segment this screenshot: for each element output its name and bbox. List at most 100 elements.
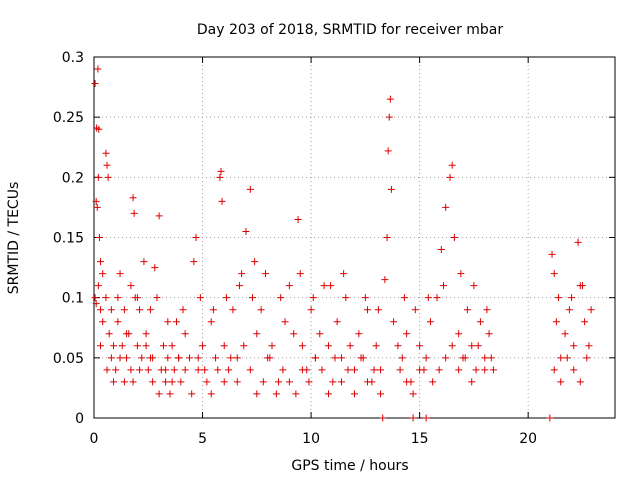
- data-point: [253, 330, 261, 338]
- data-point: [426, 318, 434, 326]
- data-point: [351, 366, 358, 374]
- data-point: [277, 294, 285, 302]
- data-point: [129, 378, 137, 386]
- data-point: [186, 354, 194, 362]
- data-point: [149, 354, 157, 362]
- data-point: [364, 306, 372, 314]
- data-point: [217, 167, 225, 175]
- data-point: [201, 366, 209, 374]
- data-point: [279, 366, 287, 374]
- data-point: [97, 342, 105, 350]
- data-point: [142, 330, 150, 338]
- data-point: [446, 173, 454, 181]
- data-point: [470, 282, 478, 290]
- data-point: [285, 282, 293, 290]
- data-point: [307, 306, 315, 314]
- data-point: [127, 282, 135, 290]
- data-point: [97, 306, 105, 314]
- data-point: [133, 294, 141, 302]
- data-point: [398, 354, 406, 362]
- data-point: [209, 306, 217, 314]
- data-point: [472, 366, 480, 374]
- data-point: [377, 390, 385, 398]
- data-point: [199, 342, 207, 350]
- data-point: [166, 390, 174, 398]
- x-axis-label: GPS time / hours: [291, 458, 408, 474]
- x-tick-label: 5: [198, 431, 207, 447]
- data-point: [327, 282, 335, 290]
- data-point: [337, 354, 345, 362]
- data-point: [340, 270, 348, 278]
- data-point: [136, 366, 144, 374]
- data-point: [442, 203, 450, 211]
- data-point: [296, 270, 304, 278]
- data-point: [442, 354, 450, 362]
- chart-title: Day 203 of 2018, SRMTID for receiver mba…: [197, 22, 504, 38]
- data-point: [151, 264, 159, 272]
- data-point: [93, 203, 101, 211]
- data-point: [455, 366, 463, 374]
- data-point: [437, 246, 445, 254]
- data-point: [120, 306, 128, 314]
- data-point: [587, 306, 595, 314]
- data-point: [146, 306, 154, 314]
- data-point: [576, 378, 584, 386]
- data-point: [468, 378, 476, 386]
- grid-lines: [94, 57, 615, 418]
- data-point: [94, 173, 102, 181]
- data-point: [337, 378, 345, 386]
- y-tick-label: 0.15: [53, 231, 84, 247]
- data-point: [483, 306, 491, 314]
- data-point: [329, 378, 337, 386]
- data-point: [403, 330, 411, 338]
- data-point: [570, 366, 578, 374]
- data-point: [238, 270, 246, 278]
- data-point: [127, 366, 135, 374]
- data-point: [390, 318, 398, 326]
- data-point: [235, 282, 243, 290]
- data-point: [457, 270, 465, 278]
- data-point: [474, 342, 482, 350]
- data-point: [107, 354, 115, 362]
- data-point: [170, 366, 178, 374]
- data-point: [387, 185, 395, 193]
- data-point: [563, 354, 571, 362]
- data-point: [581, 318, 589, 326]
- data-points: [91, 65, 595, 422]
- data-point: [168, 378, 176, 386]
- data-point: [97, 258, 105, 266]
- data-point: [481, 366, 489, 374]
- data-point: [342, 294, 350, 302]
- data-point: [225, 366, 233, 374]
- data-point: [381, 276, 389, 284]
- data-point: [246, 185, 254, 193]
- data-point: [181, 330, 189, 338]
- data-point: [305, 378, 313, 386]
- data-point: [155, 390, 163, 398]
- data-point: [94, 65, 102, 73]
- data-point: [190, 258, 198, 266]
- data-point: [203, 378, 211, 386]
- data-point: [142, 342, 150, 350]
- data-point: [294, 215, 302, 223]
- data-point: [181, 366, 189, 374]
- data-point: [220, 342, 228, 350]
- data-point: [285, 378, 293, 386]
- data-point: [261, 270, 269, 278]
- data-point: [251, 258, 259, 266]
- data-point: [91, 79, 99, 87]
- data-point: [162, 366, 170, 374]
- data-point: [92, 197, 100, 205]
- data-point: [242, 227, 250, 235]
- data-point: [550, 270, 558, 278]
- data-point: [175, 354, 183, 362]
- data-point: [99, 318, 107, 326]
- data-point: [578, 282, 586, 290]
- data-point: [333, 318, 341, 326]
- data-point: [440, 282, 448, 290]
- data-point: [331, 354, 339, 362]
- data-point: [394, 342, 402, 350]
- data-point: [324, 342, 332, 350]
